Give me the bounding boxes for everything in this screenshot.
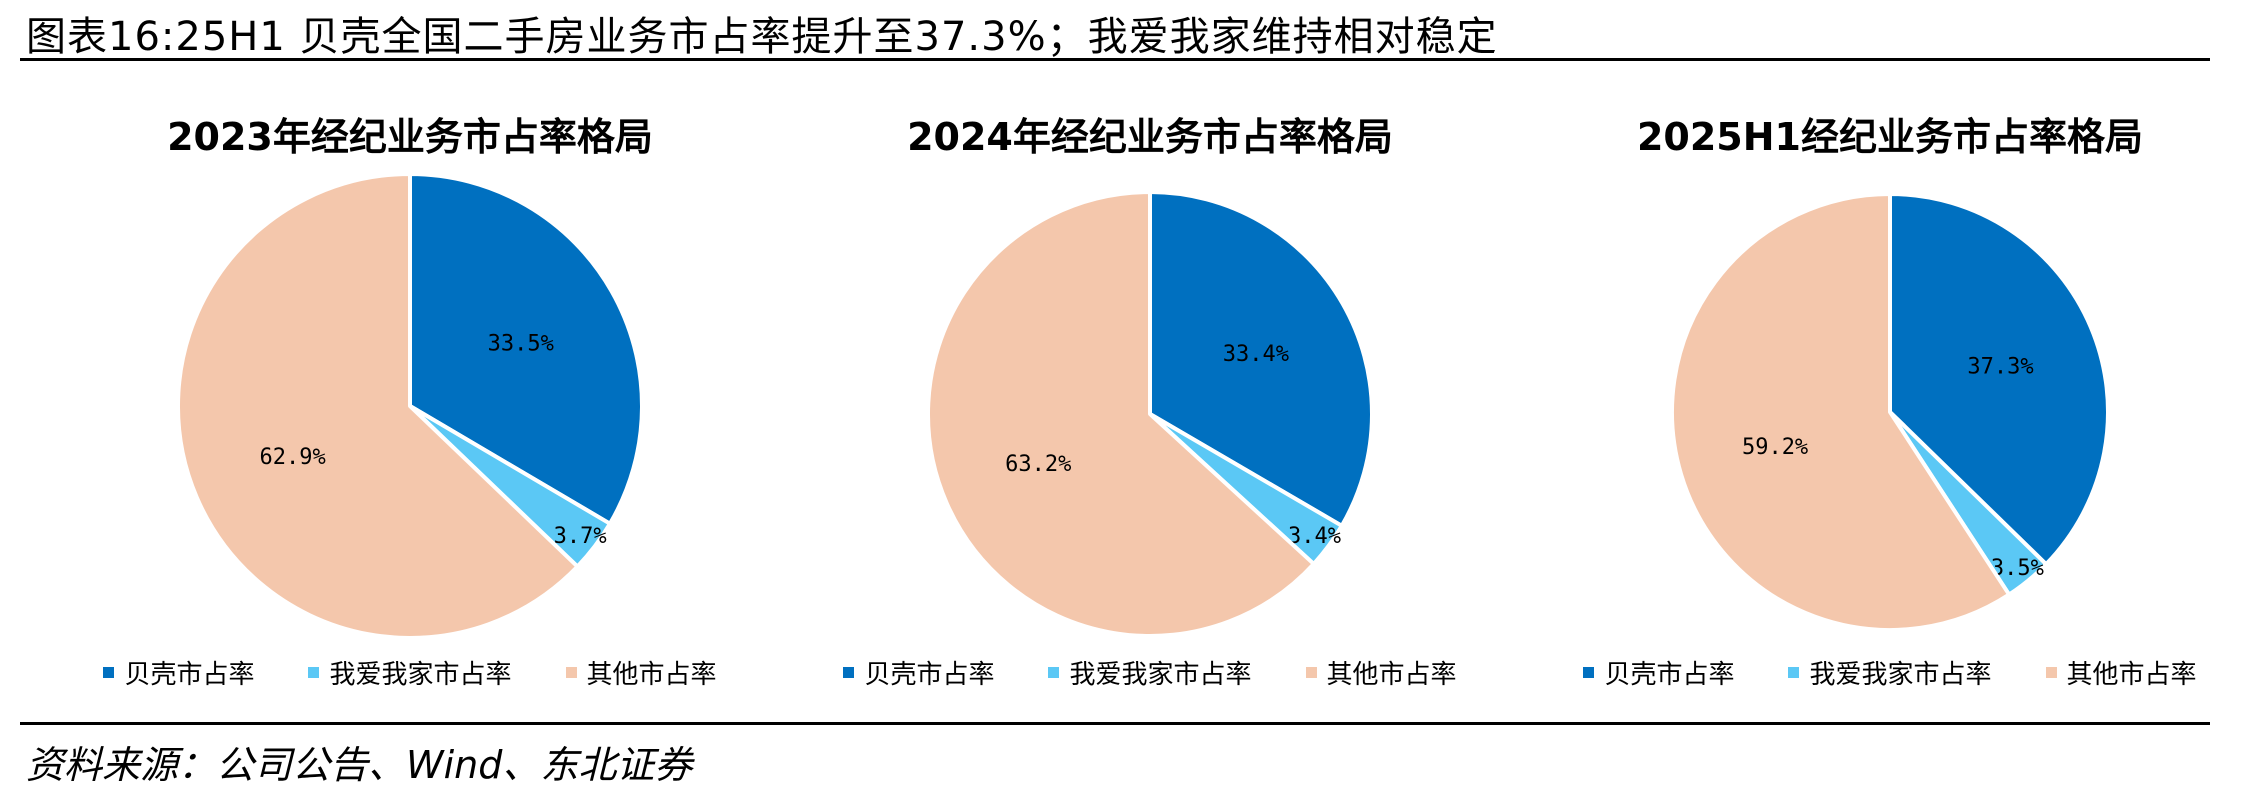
legend-swatch <box>1305 667 1317 678</box>
pie-slice-other <box>176 172 580 640</box>
legend: 贝壳市占率 我爱我家市占率 其他市占率 <box>1520 654 2260 691</box>
legend-swatch <box>308 667 320 678</box>
legend-swatch <box>1583 667 1595 678</box>
pie-chart-svg: 33.5% 3.7% 62.9% <box>176 172 644 640</box>
pie-slice-beike <box>1148 190 1374 528</box>
legend-item-other: 其他市占率 <box>2045 654 2197 691</box>
pie-slice-beike <box>1888 192 2110 567</box>
pie-panel-2025h1: 37.3% 3.5% 59.2% 2025H1经纪业务市占率格局 贝壳市占率 我爱我… <box>1520 66 2260 716</box>
legend-item-beike: 贝壳市占率 <box>843 654 994 691</box>
pie-panel-2023: 33.5% 3.7% 62.9% 2023年经纪业务市占率格局 贝壳市占率 我爱我家… <box>40 66 780 716</box>
figure-title: 图表16:25H1 贝壳全国二手房业务市占率提升至37.3%；我爱我家维持相对稳… <box>26 14 1498 60</box>
legend-label: 我爱我家市占率 <box>1069 660 1252 690</box>
legend-swatch <box>103 667 115 678</box>
legend-swatch <box>565 667 577 678</box>
chart-title: 2025H1经纪业务市占率格局 <box>1636 115 2143 159</box>
source-note: 资料来源：公司公告、Wind、东北证券 <box>26 743 693 787</box>
pie-slice-value-label: 3.7% <box>554 524 607 549</box>
pie-slice-value-label: 62.9% <box>260 445 326 470</box>
legend-item-beike: 贝壳市占率 <box>103 654 254 691</box>
legend-swatch <box>1048 667 1060 678</box>
pie-slice-value-label: 3.4% <box>1288 524 1341 549</box>
pie-slice-beike <box>408 172 644 526</box>
legend-swatch <box>2045 667 2057 678</box>
legend-swatch <box>843 667 855 678</box>
legend-label: 贝壳市占率 <box>124 660 255 690</box>
chart-title: 2024年经纪业务市占率格局 <box>907 115 1393 159</box>
pie-slice-other <box>1670 192 2012 632</box>
legend: 贝壳市占率 我爱我家市占率 其他市占率 <box>780 654 1520 691</box>
legend-label: 其他市占率 <box>2066 660 2197 690</box>
pie-slice-value-label: 33.5% <box>488 332 554 357</box>
legend-label: 我爱我家市占率 <box>1809 660 1992 690</box>
pie-slice-value-label: 33.4% <box>1223 342 1289 367</box>
legend-item-5i5j: 我爱我家市占率 <box>308 654 512 691</box>
legend-item-beike: 贝壳市占率 <box>1583 654 1734 691</box>
pie-slice-other <box>926 190 1316 638</box>
legend-label: 其他市占率 <box>1326 660 1457 690</box>
legend-label: 我爱我家市占率 <box>329 660 512 690</box>
legend-swatch <box>1788 667 1800 678</box>
pie-slice-value-label: 37.3% <box>1967 354 2033 379</box>
legend-item-other: 其他市占率 <box>1305 654 1457 691</box>
bottom-rule <box>20 722 2210 725</box>
top-rule <box>20 58 2210 61</box>
legend-label: 贝壳市占率 <box>864 660 995 690</box>
legend-item-other: 其他市占率 <box>565 654 717 691</box>
legend-item-5i5j: 我爱我家市占率 <box>1788 654 1992 691</box>
chart-title: 2023年经纪业务市占率格局 <box>167 115 653 159</box>
legend-label: 贝壳市占率 <box>1604 660 1735 690</box>
pie-panel-2024: 33.4% 3.4% 63.2% 2024年经纪业务市占率格局 贝壳市占率 我爱我家… <box>780 66 1520 716</box>
legend: 贝壳市占率 我爱我家市占率 其他市占率 <box>40 654 780 691</box>
pie-chart-svg: 37.3%3.5%59.2% <box>1670 192 2110 632</box>
pie-slice-value-label: 59.2% <box>1742 435 1808 460</box>
pie-chart-svg: 33.4% 3.4% 63.2% <box>926 190 1374 638</box>
legend-item-5i5j: 我爱我家市占率 <box>1048 654 1252 691</box>
pie-slice-value-label: 63.2% <box>1005 452 1071 477</box>
legend-label: 其他市占率 <box>586 660 717 690</box>
